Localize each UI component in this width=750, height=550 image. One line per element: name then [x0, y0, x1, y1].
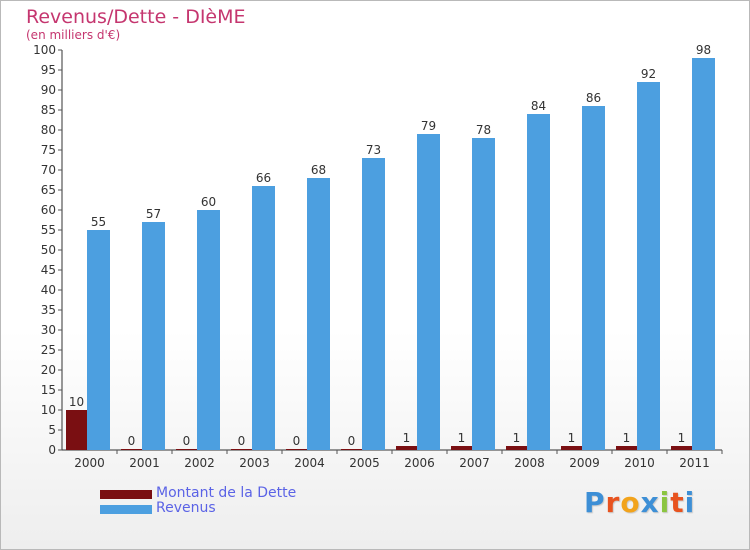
logo-letter: i	[659, 486, 671, 519]
debt-value-label: 1	[403, 431, 411, 445]
x-tick-label: 2010	[624, 456, 655, 470]
revenue-bar	[527, 114, 550, 450]
y-tick-label: 55	[41, 223, 56, 237]
legend-swatch-revenue	[100, 505, 152, 514]
logo-letter: r	[605, 486, 621, 519]
revenue-bar	[362, 158, 385, 450]
y-tick-label: 0	[48, 443, 56, 457]
revenue-bar	[252, 186, 275, 450]
legend-label-revenue: Revenus	[156, 500, 216, 516]
y-tick-label: 95	[41, 63, 56, 77]
debt-value-label: 0	[128, 434, 136, 448]
debt-bar	[231, 449, 252, 450]
debt-value-label: 0	[183, 434, 191, 448]
revenue-bar	[637, 82, 660, 450]
revenue-value-label: 84	[531, 99, 546, 113]
revenue-value-label: 68	[311, 163, 326, 177]
revenue-value-label: 79	[421, 119, 436, 133]
x-tick-label: 2006	[404, 456, 435, 470]
x-tick-label: 2011	[679, 456, 710, 470]
revenue-bar	[692, 58, 715, 450]
revenue-bar	[307, 178, 330, 450]
debt-bar	[66, 410, 87, 450]
x-tick-label: 2004	[294, 456, 325, 470]
debt-bar	[121, 449, 142, 450]
x-tick-label: 2003	[239, 456, 270, 470]
x-tick-label: 2002	[184, 456, 215, 470]
debt-bar	[561, 446, 582, 450]
debt-bar	[286, 449, 307, 450]
x-tick-label: 2007	[459, 456, 490, 470]
logo-letter: t	[670, 486, 685, 519]
legend-label-debt: Montant de la Dette	[156, 485, 297, 501]
debt-value-label: 1	[678, 431, 686, 445]
logo-letter: x	[640, 486, 660, 519]
y-tick-label: 15	[41, 383, 56, 397]
debt-value-label: 0	[238, 434, 246, 448]
y-tick-label: 45	[41, 263, 56, 277]
debt-bar	[506, 446, 527, 450]
revenue-bar	[87, 230, 110, 450]
revenue-bar	[582, 106, 605, 450]
y-tick-label: 20	[41, 363, 56, 377]
revenue-value-label: 73	[366, 143, 381, 157]
debt-bar	[616, 446, 637, 450]
logo-letter: o	[620, 486, 641, 519]
revenue-value-label: 78	[476, 123, 491, 137]
revenue-bar	[417, 134, 440, 450]
debt-bar	[176, 449, 197, 450]
revenue-value-label: 60	[201, 195, 216, 209]
x-tick-label: 2005	[349, 456, 380, 470]
logo-letter: i	[684, 486, 696, 519]
debt-value-label: 0	[348, 434, 356, 448]
revenue-value-label: 57	[146, 207, 161, 221]
y-tick-label: 80	[41, 123, 56, 137]
y-tick-label: 85	[41, 103, 56, 117]
y-tick-label: 100	[33, 43, 56, 57]
chart-title: Revenus/Dette - DIèME	[26, 6, 246, 28]
debt-bar	[451, 446, 472, 450]
y-tick-label: 10	[41, 403, 56, 417]
legend-swatch-debt	[100, 490, 152, 499]
y-tick-label: 60	[41, 203, 56, 217]
debt-bar	[341, 449, 362, 450]
x-tick-label: 2001	[129, 456, 160, 470]
debt-value-label: 1	[568, 431, 576, 445]
logo-letter: P	[584, 486, 606, 519]
y-tick-label: 30	[41, 323, 56, 337]
y-tick-label: 75	[41, 143, 56, 157]
debt-bar	[671, 446, 692, 450]
chart-subtitle: (en milliers d'€)	[26, 28, 121, 42]
y-tick-label: 50	[41, 243, 56, 257]
debt-value-label: 1	[458, 431, 466, 445]
debt-bar	[396, 446, 417, 450]
revenue-value-label: 86	[586, 91, 601, 105]
debt-value-label: 10	[69, 395, 84, 409]
y-tick-label: 65	[41, 183, 56, 197]
revenue-value-label: 92	[641, 67, 656, 81]
revenue-bar	[472, 138, 495, 450]
revenue-value-label: 66	[256, 171, 271, 185]
y-tick-label: 35	[41, 303, 56, 317]
y-tick-label: 70	[41, 163, 56, 177]
x-tick-label: 2008	[514, 456, 545, 470]
debt-value-label: 1	[513, 431, 521, 445]
y-tick-label: 90	[41, 83, 56, 97]
y-tick-label: 40	[41, 283, 56, 297]
x-tick-label: 2000	[74, 456, 105, 470]
debt-value-label: 1	[623, 431, 631, 445]
y-tick-label: 5	[48, 423, 56, 437]
x-tick-label: 2009	[569, 456, 600, 470]
revenue-bar	[197, 210, 220, 450]
revenue-bar	[142, 222, 165, 450]
proxiti-logo: Proxiti	[584, 486, 695, 519]
revenue-value-label: 98	[696, 43, 711, 57]
y-tick-label: 25	[41, 343, 56, 357]
revenue-value-label: 55	[91, 215, 106, 229]
debt-value-label: 0	[293, 434, 301, 448]
